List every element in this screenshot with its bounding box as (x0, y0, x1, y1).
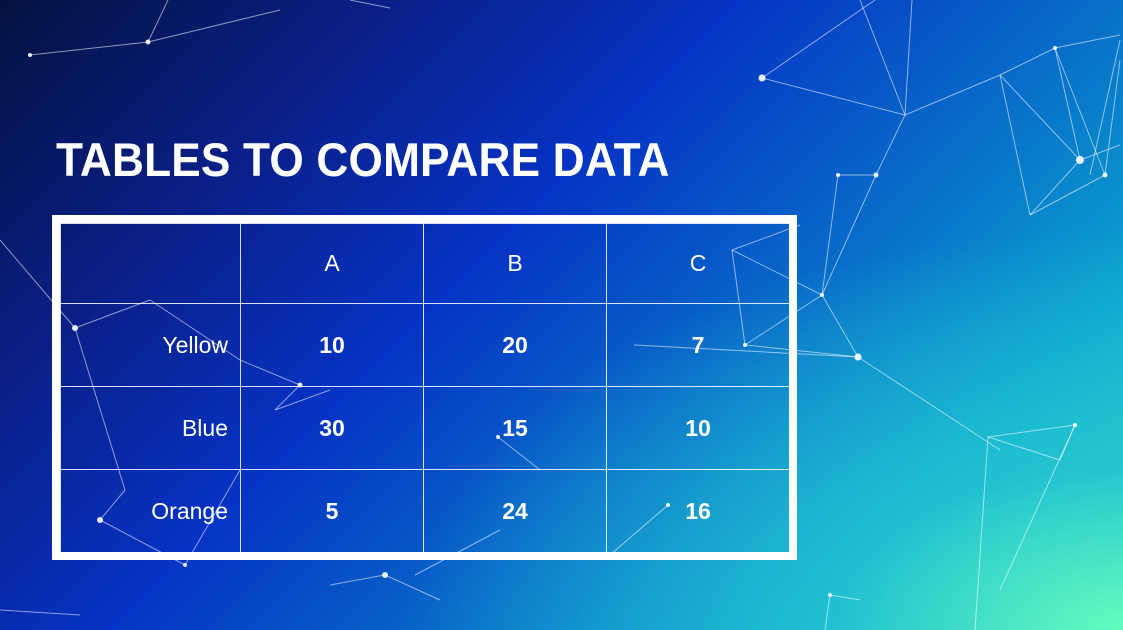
table-cell: 7 (606, 303, 790, 387)
comparison-table-frame: A B C Yellow 10 20 7 Blue 30 15 10 Orang… (52, 215, 797, 560)
table-header-row: A B C (60, 223, 790, 304)
table-cell: 10 (606, 386, 790, 470)
row-label: Blue (60, 386, 241, 470)
table-cell: 24 (423, 469, 607, 553)
table-cell: 10 (240, 303, 424, 387)
table-cell: 20 (423, 303, 607, 387)
table-row: Orange 5 24 16 (60, 469, 790, 553)
table-cell: 16 (606, 469, 790, 553)
table-header-cell (60, 223, 241, 304)
row-label: Yellow (60, 303, 241, 387)
table-header-cell: B (423, 223, 607, 304)
slide-title: TABLES TO COMPARE DATA (56, 133, 670, 186)
comparison-table: A B C Yellow 10 20 7 Blue 30 15 10 Orang… (60, 223, 790, 553)
table-row: Blue 30 15 10 (60, 386, 790, 470)
table-header-cell: C (606, 223, 790, 304)
table-header-cell: A (240, 223, 424, 304)
table-cell: 5 (240, 469, 424, 553)
row-label: Orange (60, 469, 241, 553)
table-row: Yellow 10 20 7 (60, 303, 790, 387)
table-cell: 30 (240, 386, 424, 470)
table-cell: 15 (423, 386, 607, 470)
